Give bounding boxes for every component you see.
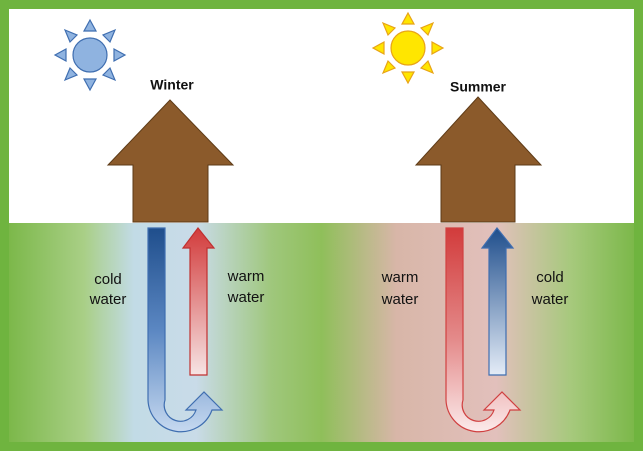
panel-title: Summer <box>450 79 507 95</box>
pipe-label: cold <box>94 271 122 288</box>
diagram: Winter Summer cold water warm water warm… <box>0 0 643 451</box>
sky <box>9 9 634 223</box>
panel-title: Winter <box>150 77 194 93</box>
pipe-label: warm <box>227 268 265 285</box>
pipe-label: water <box>381 291 419 308</box>
pipe-label: water <box>227 289 265 306</box>
pipe-label: water <box>531 291 569 308</box>
winter-sun <box>55 20 125 90</box>
pipe-label: cold <box>536 269 564 286</box>
pipe-label: warm <box>381 269 419 286</box>
pipe-label: water <box>89 291 127 308</box>
summer-sun <box>373 13 443 83</box>
ground <box>9 223 634 442</box>
